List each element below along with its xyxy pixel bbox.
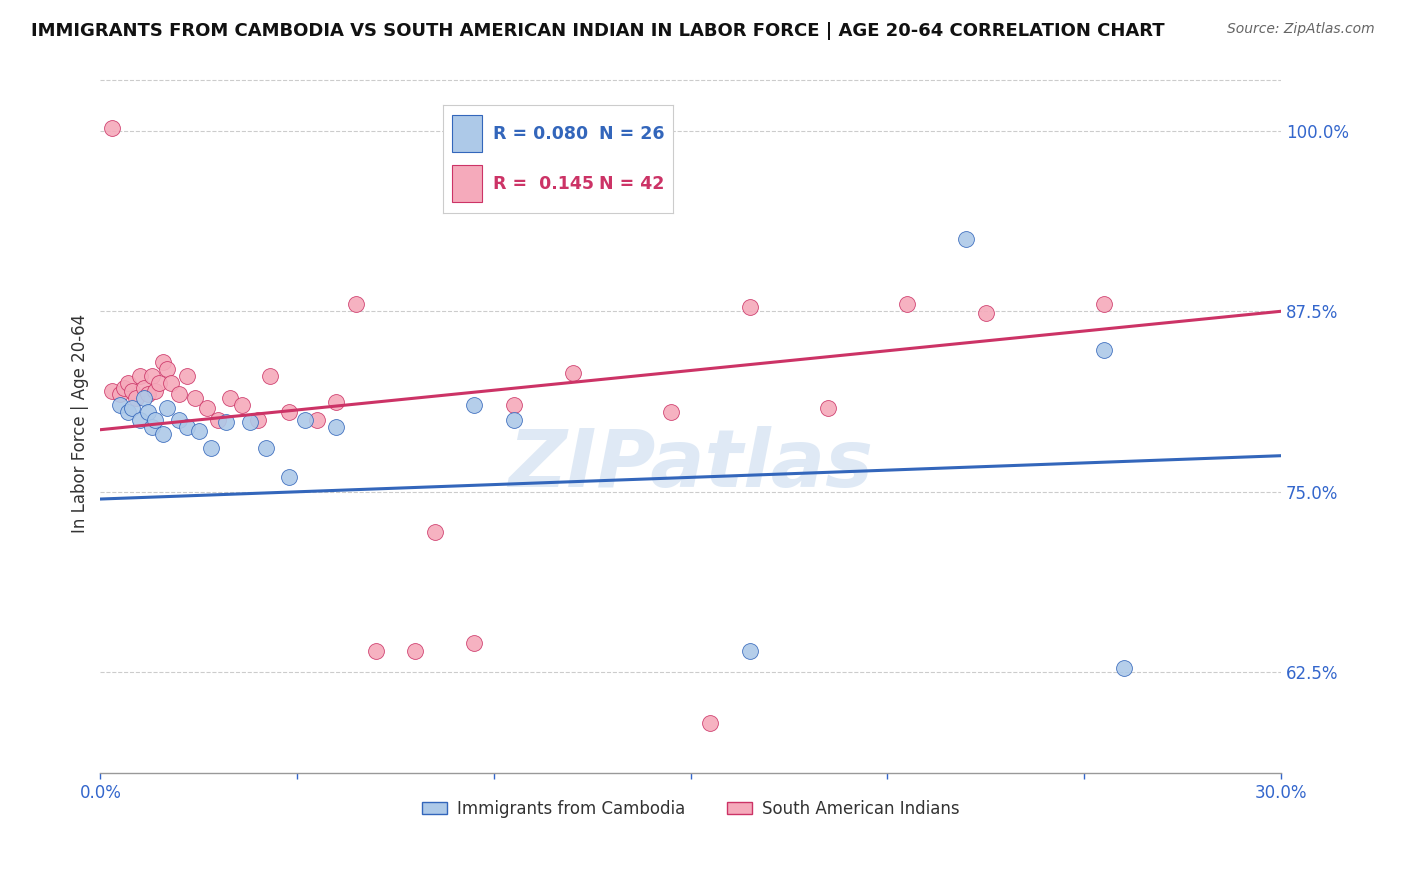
Point (167, 386, 190, 401)
Point (207, 412, 229, 426)
Point (1112, 661, 1135, 675)
Point (132, 391, 155, 405)
Point (121, 401, 143, 415)
Point (404, 643, 426, 657)
Point (219, 391, 242, 405)
Point (896, 297, 918, 311)
Point (195, 401, 218, 415)
Y-axis label: In Labor Force | Age 20-64: In Labor Force | Age 20-64 (72, 314, 89, 533)
Point (145, 384, 167, 398)
Point (112, 381, 135, 395)
Point (1092, 297, 1115, 311)
Text: IMMIGRANTS FROM CAMBODIA VS SOUTH AMERICAN INDIAN IN LABOR FORCE | AGE 20-64 COR: IMMIGRANTS FROM CAMBODIA VS SOUTH AMERIC… (31, 22, 1164, 40)
Point (738, 300, 761, 314)
Point (817, 401, 839, 415)
Point (239, 416, 262, 430)
Point (136, 386, 159, 401)
Point (108, 386, 131, 401)
Legend: Immigrants from Cambodia, South American Indians: Immigrants from Cambodia, South American… (415, 793, 966, 824)
Point (101, 384, 124, 398)
Point (294, 412, 316, 426)
Point (156, 362, 179, 376)
Point (125, 391, 148, 405)
Point (955, 232, 977, 246)
Point (699, 715, 721, 730)
Point (215, 416, 238, 430)
Point (141, 419, 163, 434)
Point (101, 120, 124, 135)
Point (128, 412, 150, 426)
Point (128, 369, 150, 384)
Point (108, 398, 131, 412)
Point (254, 442, 277, 456)
Point (463, 636, 485, 650)
Point (231, 398, 253, 412)
Point (184, 391, 207, 405)
Point (659, 405, 682, 419)
Text: ZIPatlas: ZIPatlas (508, 426, 873, 504)
Point (325, 395, 347, 409)
Point (278, 470, 301, 484)
Point (145, 412, 167, 426)
Point (187, 424, 209, 438)
Point (561, 367, 583, 381)
Point (136, 405, 159, 419)
Text: Source: ZipAtlas.com: Source: ZipAtlas.com (1227, 22, 1375, 37)
Point (974, 306, 997, 320)
Point (167, 412, 190, 426)
Point (463, 398, 485, 412)
Point (1092, 343, 1115, 358)
Point (141, 369, 163, 384)
Point (117, 376, 139, 391)
Point (148, 376, 170, 391)
Point (200, 442, 222, 456)
Point (364, 643, 387, 657)
Point (305, 412, 328, 426)
Point (246, 412, 269, 426)
Point (176, 369, 198, 384)
Point (121, 384, 143, 398)
Point (502, 412, 524, 426)
Point (152, 355, 174, 369)
Point (502, 398, 524, 412)
Point (259, 369, 281, 384)
Point (156, 401, 179, 415)
Point (278, 405, 301, 419)
Point (344, 297, 367, 311)
Point (117, 405, 139, 419)
Point (160, 376, 183, 391)
Point (423, 525, 446, 540)
Point (738, 643, 761, 657)
Point (325, 419, 347, 434)
Point (132, 381, 155, 395)
Point (152, 427, 174, 442)
Point (176, 419, 198, 434)
